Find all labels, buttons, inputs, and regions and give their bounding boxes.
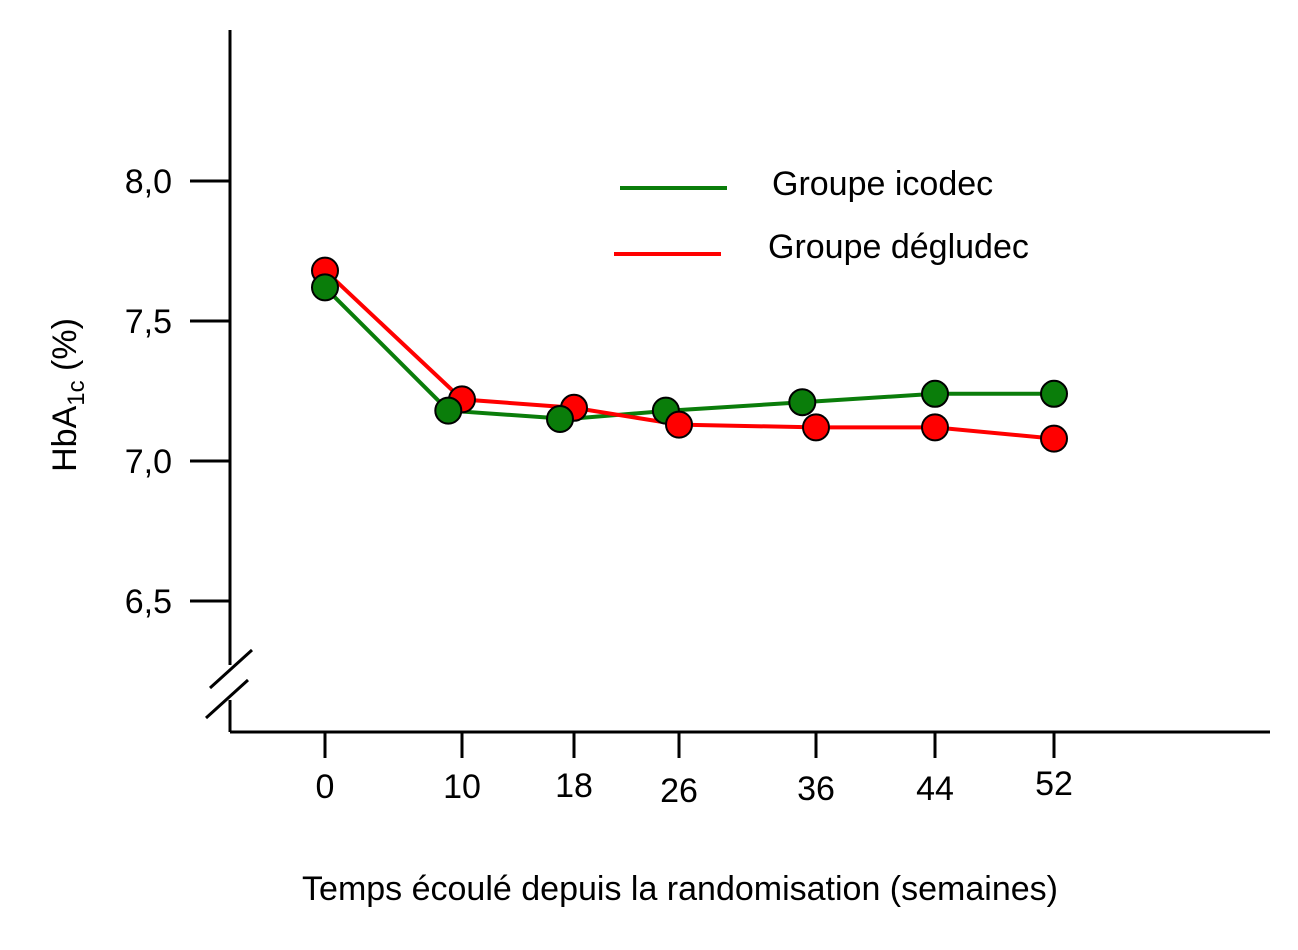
data-point <box>311 273 339 302</box>
y-tick-label: 6,5 <box>125 583 172 621</box>
data-point <box>802 413 830 442</box>
y-ticks: 6,5 7,0 7,5 8,0 <box>125 163 230 621</box>
y-axis-title-subscript: 1c <box>63 380 90 405</box>
data-point <box>665 410 693 439</box>
data-point <box>788 388 817 417</box>
x-ticks: 0 10 18 26 36 44 52 <box>316 732 1073 810</box>
series-points <box>311 256 1068 453</box>
series-line-1 <box>323 269 1055 441</box>
legend-label: Groupe dégludec <box>768 228 1029 266</box>
data-point <box>546 405 574 433</box>
y-axis-title-suffix: (%) <box>46 318 84 380</box>
x-tick-label: 18 <box>555 767 593 805</box>
x-tick-label: 44 <box>916 770 954 808</box>
x-tick-label: 26 <box>660 772 698 810</box>
y-tick-label: 7,5 <box>125 303 172 341</box>
x-tick-label: 36 <box>797 770 835 808</box>
legend: Groupe icodec Groupe dégludec <box>614 165 1029 266</box>
data-point <box>1040 424 1068 453</box>
data-point <box>921 379 949 408</box>
data-point <box>1040 379 1068 408</box>
series-lines <box>323 269 1055 441</box>
x-tick-label: 52 <box>1035 765 1073 803</box>
y-axis-break-mark-bottom <box>204 678 250 720</box>
data-point <box>921 413 949 442</box>
axes <box>204 30 1270 734</box>
x-tick-label: 10 <box>443 768 481 806</box>
data-point <box>434 396 463 425</box>
y-tick-label: 8,0 <box>125 163 172 201</box>
y-axis-title-main: HbA <box>46 405 84 471</box>
y-axis-break-mark-top <box>208 648 254 690</box>
x-axis-title: Temps écoulé depuis la randomisation (se… <box>302 870 1058 908</box>
legend-label: Groupe icodec <box>772 165 993 203</box>
y-tick-label: 7,0 <box>125 443 172 481</box>
y-axis-title: HbA1c (%) <box>46 318 90 472</box>
x-tick-label: 0 <box>316 768 335 806</box>
